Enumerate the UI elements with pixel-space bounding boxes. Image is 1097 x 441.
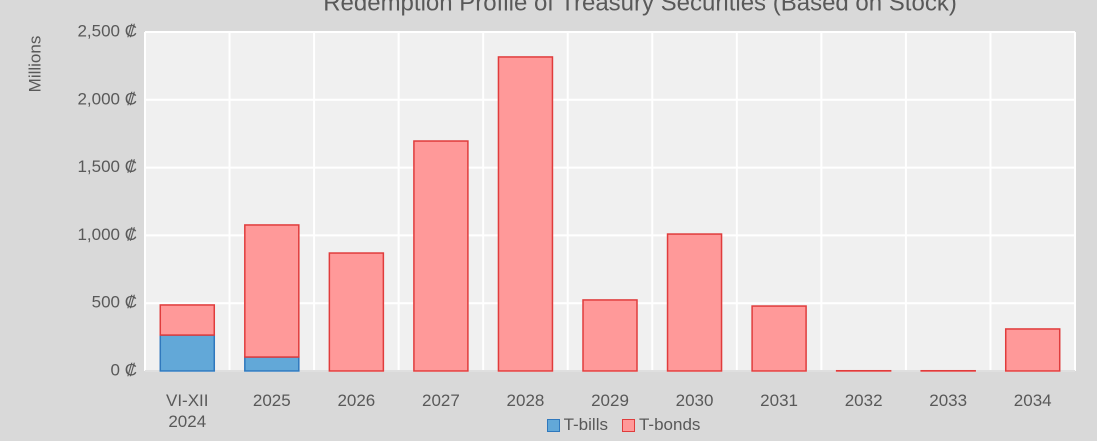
x-tick-label: VI-XII 2024 (166, 391, 209, 431)
legend: T-bills T-bonds (0, 415, 1097, 435)
bar-segment (244, 224, 300, 358)
legend-item: T-bonds (621, 415, 701, 435)
y-axis-label: Millions (25, 36, 44, 93)
bar-segment (582, 299, 638, 372)
legend-label: T-bills (563, 415, 608, 434)
chart-title: Redemption Profile of Treasury Securitie… (323, 0, 957, 16)
y-tick-label: 2,000 ₡ (77, 89, 137, 108)
x-tick-label: 2028 (506, 391, 545, 410)
bar-segment (751, 305, 807, 372)
y-tick-label: 1,000 ₡ (77, 225, 137, 244)
legend-item: T-bills (546, 415, 608, 435)
legend-swatch (546, 418, 560, 432)
x-tick-label: 2031 (760, 391, 798, 410)
bar-segment (1004, 328, 1061, 372)
y-tick-label: 500 ₡ (92, 293, 137, 312)
bar-segment (497, 56, 554, 372)
legend-swatch (621, 418, 635, 432)
x-tick-label: 2025 (252, 391, 291, 410)
bar-segment (159, 304, 216, 336)
x-tick-label: 2032 (844, 391, 883, 410)
x-tick-label: 2026 (337, 391, 376, 410)
x-tick-label: 2034 (1013, 391, 1052, 410)
bar-segment (328, 252, 385, 372)
x-tick-label: 2029 (591, 391, 629, 410)
bar-segment (666, 233, 723, 372)
x-tick-label: 2030 (675, 391, 714, 410)
bar-segment (159, 334, 216, 372)
x-tick-label: 2027 (421, 391, 460, 410)
legend-label: T-bonds (638, 415, 701, 434)
bar-segment (244, 356, 300, 372)
y-tick-label: 0 ₡ (111, 360, 137, 379)
y-tick-label: 2,500 ₡ (77, 21, 137, 40)
bar-segment (413, 140, 469, 372)
y-tick-label: 1,500 ₡ (77, 157, 137, 176)
x-tick-label: 2033 (929, 391, 968, 410)
